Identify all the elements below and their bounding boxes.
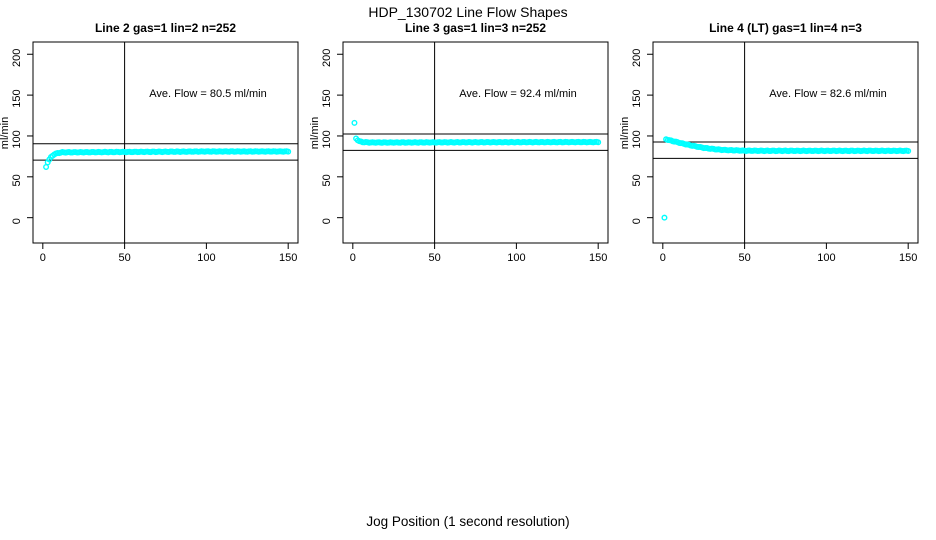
- data-point: [285, 148, 292, 155]
- y-axis-label: ml/min: [0, 117, 11, 149]
- plot-box: [342, 41, 609, 244]
- y-tick-label: 100: [631, 130, 643, 148]
- y-tick-label: 50: [631, 174, 643, 186]
- x-tick-label: 100: [507, 252, 525, 264]
- y-tick-label: 100: [11, 130, 23, 148]
- y-tick-label: 150: [631, 89, 643, 107]
- panel-line3: Line 3 gas=1 lin=3 n=252 ml/min 0 50 100 15…: [309, 21, 609, 264]
- ave-flow-annotation: Ave. Flow = 92.4 ml/min: [459, 88, 576, 100]
- plot-box: [32, 41, 299, 244]
- y-tick-label: 200: [321, 49, 333, 67]
- x-tick-label: 0: [350, 252, 356, 264]
- y-tick-label: 150: [321, 89, 333, 107]
- y-axis-label: ml/min: [619, 117, 631, 149]
- data-point: [43, 164, 50, 171]
- plot-area: 0 50 100 150 200 0 50 100 150: [11, 41, 299, 264]
- y-tick-label: 100: [321, 130, 333, 148]
- x-tick-label: 100: [197, 252, 215, 264]
- panel-title: Line 4 (LT) gas=1 lin=4 n=3: [709, 21, 862, 35]
- y-axis-label: ml/min: [309, 117, 321, 149]
- panel-line2: Line 2 gas=1 lin=2 n=252 ml/min 0 50 100 15…: [0, 21, 299, 264]
- data-point: [661, 214, 668, 221]
- y-tick-label: 50: [11, 174, 23, 186]
- data-point: [595, 139, 602, 146]
- y-tick-label: 50: [321, 174, 333, 186]
- y-tick-label: 200: [631, 49, 643, 67]
- x-tick-label: 50: [428, 252, 440, 264]
- plot-area: 0 50 100 150 200 0 50 100 150: [321, 41, 609, 264]
- plot-area: 0 50 100 150 200 0 50 100 150: [631, 41, 919, 264]
- x-tick-label: 0: [660, 252, 666, 264]
- panel-line4: Line 4 (LT) gas=1 lin=4 n=3 ml/min 0 50 10…: [619, 21, 919, 264]
- x-tick-label: 150: [279, 252, 297, 264]
- y-tick-label: 0: [321, 218, 333, 224]
- x-tick-label: 0: [40, 252, 46, 264]
- panel-title: Line 2 gas=1 lin=2 n=252: [95, 21, 236, 35]
- y-tick-label: 0: [11, 218, 23, 224]
- x-tick-label: 150: [899, 252, 917, 264]
- y-tick-label: 150: [11, 89, 23, 107]
- data-point: [905, 147, 912, 154]
- x-tick-label: 50: [738, 252, 750, 264]
- figure-title: HDP_130702 Line Flow Shapes: [368, 4, 568, 20]
- ave-flow-annotation: Ave. Flow = 80.5 ml/min: [149, 88, 266, 100]
- data-point: [351, 119, 358, 126]
- panel-title: Line 3 gas=1 lin=3 n=252: [405, 21, 546, 35]
- ave-flow-annotation: Ave. Flow = 82.6 ml/min: [769, 88, 886, 100]
- x-tick-label: 150: [589, 252, 607, 264]
- y-tick-label: 0: [631, 218, 643, 224]
- x-tick-label: 50: [118, 252, 130, 264]
- y-tick-label: 200: [11, 49, 23, 67]
- x-axis-label: Jog Position (1 second resolution): [366, 514, 570, 529]
- x-tick-label: 100: [817, 252, 835, 264]
